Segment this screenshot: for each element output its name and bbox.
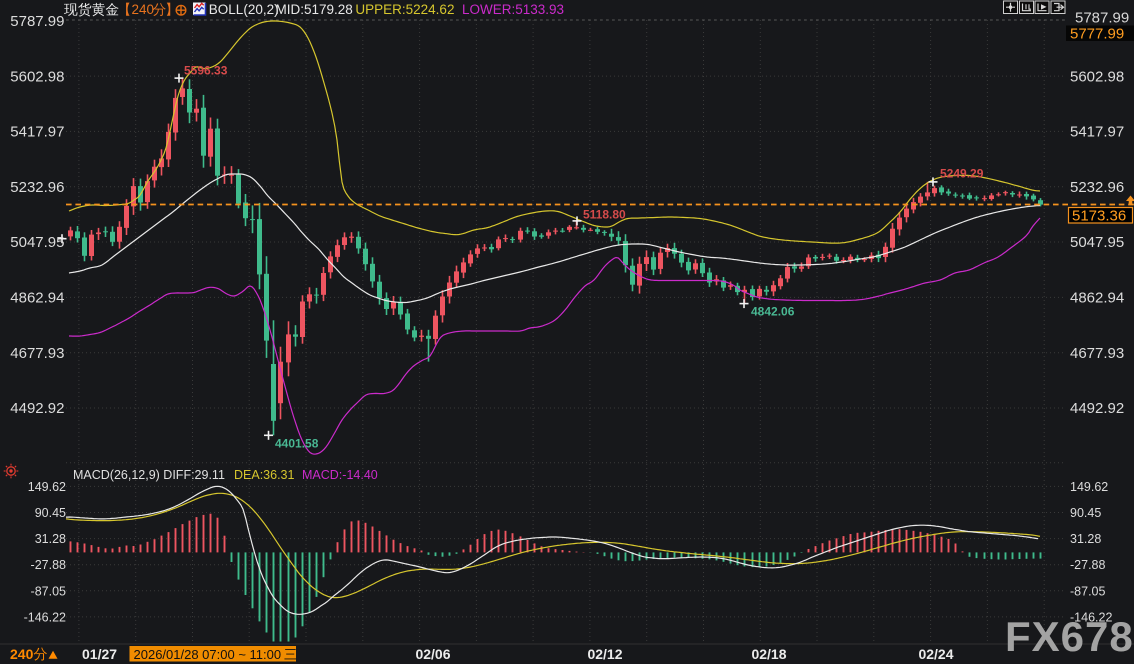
svg-text:240: 240 <box>132 2 155 17</box>
svg-text:5596.33: 5596.33 <box>184 64 228 78</box>
svg-text:-146.22: -146.22 <box>24 610 66 624</box>
svg-text:FX678: FX678 <box>1005 613 1134 660</box>
svg-text:5602.98: 5602.98 <box>1070 68 1124 85</box>
svg-text:4862.94: 4862.94 <box>1070 290 1124 307</box>
svg-text:31.28: 31.28 <box>35 532 66 546</box>
svg-text:02/12: 02/12 <box>587 646 622 662</box>
svg-text:5787.99: 5787.99 <box>1075 10 1129 27</box>
svg-text:MACD:-14.40: MACD:-14.40 <box>302 468 378 482</box>
svg-text:90.45: 90.45 <box>1070 506 1101 520</box>
svg-text:5417.97: 5417.97 <box>10 124 64 141</box>
svg-text:2026/01/28 07:00 ~ 11:00: 2026/01/28 07:00 ~ 11:00 <box>134 647 282 662</box>
svg-text:4862.94: 4862.94 <box>10 290 64 307</box>
svg-text:-27.88: -27.88 <box>1070 558 1105 572</box>
svg-text:5417.97: 5417.97 <box>1070 124 1124 141</box>
svg-text:4677.93: 4677.93 <box>1070 345 1124 362</box>
svg-text:5047.95: 5047.95 <box>1070 234 1124 251</box>
svg-text:5047.95: 5047.95 <box>10 234 64 251</box>
svg-text:MACD(26,12,9) DIFF:29.11: MACD(26,12,9) DIFF:29.11 <box>73 468 225 482</box>
svg-text:02/06: 02/06 <box>415 646 450 662</box>
svg-text:149.62: 149.62 <box>1070 480 1108 494</box>
svg-text:-27.88: -27.88 <box>31 558 66 572</box>
svg-text:5118.80: 5118.80 <box>583 208 626 222</box>
svg-text:UPPER:5224.62: UPPER:5224.62 <box>355 2 454 17</box>
svg-text:149.62: 149.62 <box>28 480 66 494</box>
svg-text:4492.92: 4492.92 <box>1070 400 1124 417</box>
svg-text:4677.93: 4677.93 <box>10 345 64 362</box>
svg-text:01/27: 01/27 <box>82 646 117 662</box>
svg-text:4492.92: 4492.92 <box>10 400 64 417</box>
svg-text:5232.96: 5232.96 <box>10 179 64 196</box>
svg-text:-87.05: -87.05 <box>31 584 66 598</box>
svg-text:4842.06: 4842.06 <box>751 305 795 319</box>
svg-text:-87.05: -87.05 <box>1070 584 1105 598</box>
svg-text:5777.99: 5777.99 <box>1070 26 1124 43</box>
svg-text:BOLL(20,2): BOLL(20,2) <box>209 2 279 17</box>
svg-text:5249.29: 5249.29 <box>940 167 984 181</box>
svg-text:5173.36: 5173.36 <box>1072 208 1126 225</box>
svg-text:02/24: 02/24 <box>918 646 953 662</box>
svg-text:90.45: 90.45 <box>35 506 66 520</box>
svg-text:5787.99: 5787.99 <box>10 13 64 30</box>
svg-text:-146.22: -146.22 <box>1070 610 1112 624</box>
svg-text:240: 240 <box>10 646 34 662</box>
svg-text:MID:5179.28: MID:5179.28 <box>276 2 353 17</box>
svg-text:31.28: 31.28 <box>1070 532 1101 546</box>
svg-text:5602.98: 5602.98 <box>10 68 64 85</box>
svg-text:4401.58: 4401.58 <box>275 437 319 451</box>
svg-text:02/18: 02/18 <box>751 646 786 662</box>
svg-text:LOWER:5133.93: LOWER:5133.93 <box>462 2 564 17</box>
svg-text:DEA:36.31: DEA:36.31 <box>234 468 295 482</box>
svg-text:5232.96: 5232.96 <box>1070 179 1124 196</box>
